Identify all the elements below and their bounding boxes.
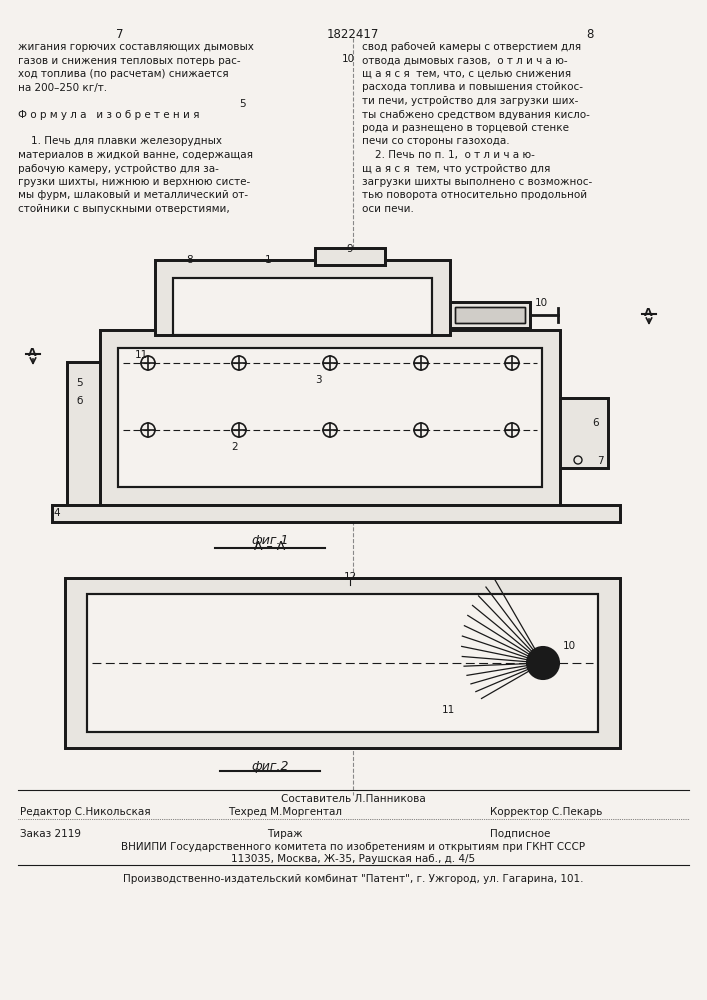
Text: ты снабжено средством вдувания кисло-: ты снабжено средством вдувания кисло- xyxy=(362,109,590,119)
Bar xyxy=(52,505,620,522)
Bar xyxy=(65,578,620,748)
Text: А – А: А – А xyxy=(255,540,286,553)
Text: 11: 11 xyxy=(441,705,455,715)
Bar xyxy=(118,348,542,487)
Text: стойники с выпускными отверстиями,: стойники с выпускными отверстиями, xyxy=(18,204,230,214)
Text: свод рабочей камеры с отверстием для: свод рабочей камеры с отверстием для xyxy=(362,42,581,52)
Text: ВНИИПИ Государственного комитета по изобретениям и открытиям при ГКНТ СССР: ВНИИПИ Государственного комитета по изоб… xyxy=(121,842,585,852)
Text: 113035, Москва, Ж-35, Раушская наб., д. 4/5: 113035, Москва, Ж-35, Раушская наб., д. … xyxy=(231,854,475,864)
Bar xyxy=(65,578,620,748)
Text: 1: 1 xyxy=(264,255,271,265)
Text: Корректор С.Пекарь: Корректор С.Пекарь xyxy=(490,807,602,817)
Text: щ а я с я  тем, что, с целью снижения: щ а я с я тем, что, с целью снижения xyxy=(362,69,571,79)
Text: 1. Печь для плавки железорудных: 1. Печь для плавки железорудных xyxy=(18,136,222,146)
Bar xyxy=(450,302,530,328)
Text: 7: 7 xyxy=(116,28,124,41)
Bar xyxy=(100,330,560,505)
Bar xyxy=(155,260,450,335)
Text: мы фурм, шлаковый и металлический от-: мы фурм, шлаковый и металлический от- xyxy=(18,190,248,200)
Text: A: A xyxy=(643,308,653,318)
Text: Тираж: Тираж xyxy=(267,829,303,839)
Text: рода и разнещено в торцевой стенке: рода и разнещено в торцевой стенке xyxy=(362,123,569,133)
Bar xyxy=(455,307,525,323)
Circle shape xyxy=(527,647,559,679)
Text: тью поворота относительно продольной: тью поворота относительно продольной xyxy=(362,190,587,200)
Bar xyxy=(87,594,598,732)
Bar xyxy=(173,278,432,335)
Text: щ а я с я  тем, что устройство для: щ а я с я тем, что устройство для xyxy=(362,163,550,174)
Text: Производственно-издательский комбинат "Патент", г. Ужгород, ул. Гагарина, 101.: Производственно-издательский комбинат "П… xyxy=(123,874,583,884)
Text: расхода топлива и повышения стойкос-: расхода топлива и повышения стойкос- xyxy=(362,83,583,93)
Text: 7: 7 xyxy=(597,456,604,466)
Text: 6: 6 xyxy=(592,418,599,428)
Text: жигания горючих составляющих дымовых: жигания горючих составляющих дымовых xyxy=(18,42,254,52)
Bar xyxy=(455,307,525,323)
Text: 9: 9 xyxy=(346,244,354,254)
Bar xyxy=(155,260,450,335)
Text: фиг.1: фиг.1 xyxy=(251,534,288,547)
Text: 11: 11 xyxy=(135,350,148,360)
Text: Ф о р м у л а   и з о б р е т е н и я: Ф о р м у л а и з о б р е т е н и я xyxy=(18,109,199,119)
Text: Подписное: Подписное xyxy=(490,829,550,839)
Bar xyxy=(315,248,385,265)
Bar xyxy=(560,398,608,468)
Bar xyxy=(52,505,620,522)
Text: 3: 3 xyxy=(315,375,321,385)
Text: 2. Печь по п. 1,  о т л и ч а ю-: 2. Печь по п. 1, о т л и ч а ю- xyxy=(362,150,535,160)
Text: на 200–250 кг/т.: на 200–250 кг/т. xyxy=(18,83,107,93)
Bar xyxy=(118,348,542,487)
Text: печи со стороны газохода.: печи со стороны газохода. xyxy=(362,136,510,146)
Text: грузки шихты, нижнюю и верхнюю систе-: грузки шихты, нижнюю и верхнюю систе- xyxy=(18,177,250,187)
Text: оси печи.: оси печи. xyxy=(362,204,414,214)
Text: Составитель Л.Панникова: Составитель Л.Панникова xyxy=(281,794,426,804)
Text: Техред М.Моргентал: Техред М.Моргентал xyxy=(228,807,342,817)
Text: фиг.2: фиг.2 xyxy=(251,760,288,773)
Text: отвода дымовых газов,  о т л и ч а ю-: отвода дымовых газов, о т л и ч а ю- xyxy=(362,55,568,66)
Bar xyxy=(315,248,385,265)
Bar xyxy=(67,362,100,505)
Text: 8: 8 xyxy=(187,255,193,265)
Bar xyxy=(450,302,530,328)
Text: 1822417: 1822417 xyxy=(327,28,379,41)
Bar xyxy=(67,362,100,505)
Text: Заказ 2119: Заказ 2119 xyxy=(20,829,81,839)
Text: 10: 10 xyxy=(535,298,548,308)
Text: б: б xyxy=(77,396,83,406)
Text: 12: 12 xyxy=(344,572,356,582)
Bar xyxy=(100,330,560,505)
Text: 10: 10 xyxy=(563,641,576,651)
Text: 10: 10 xyxy=(341,53,355,64)
Text: 5: 5 xyxy=(76,378,83,388)
Text: материалов в жидкой ванне, содержащая: материалов в жидкой ванне, содержащая xyxy=(18,150,253,160)
Text: рабочую камеру, устройство для за-: рабочую камеру, устройство для за- xyxy=(18,163,219,174)
Bar xyxy=(87,594,598,732)
Bar xyxy=(173,278,432,335)
Text: ход топлива (по расчетам) снижается: ход топлива (по расчетам) снижается xyxy=(18,69,228,79)
Text: газов и снижения тепловых потерь рас-: газов и снижения тепловых потерь рас- xyxy=(18,55,240,66)
Text: загрузки шихты выполнено с возможнос-: загрузки шихты выполнено с возможнос- xyxy=(362,177,592,187)
Text: 5: 5 xyxy=(240,99,246,109)
Text: ти печи, устройство для загрузки ших-: ти печи, устройство для загрузки ших- xyxy=(362,96,578,106)
Text: 4: 4 xyxy=(54,508,60,518)
Text: 2: 2 xyxy=(232,442,238,452)
Bar xyxy=(560,398,608,468)
Text: Редактор С.Никольская: Редактор С.Никольская xyxy=(20,807,151,817)
Text: 8: 8 xyxy=(586,28,594,41)
Text: A: A xyxy=(28,348,36,358)
